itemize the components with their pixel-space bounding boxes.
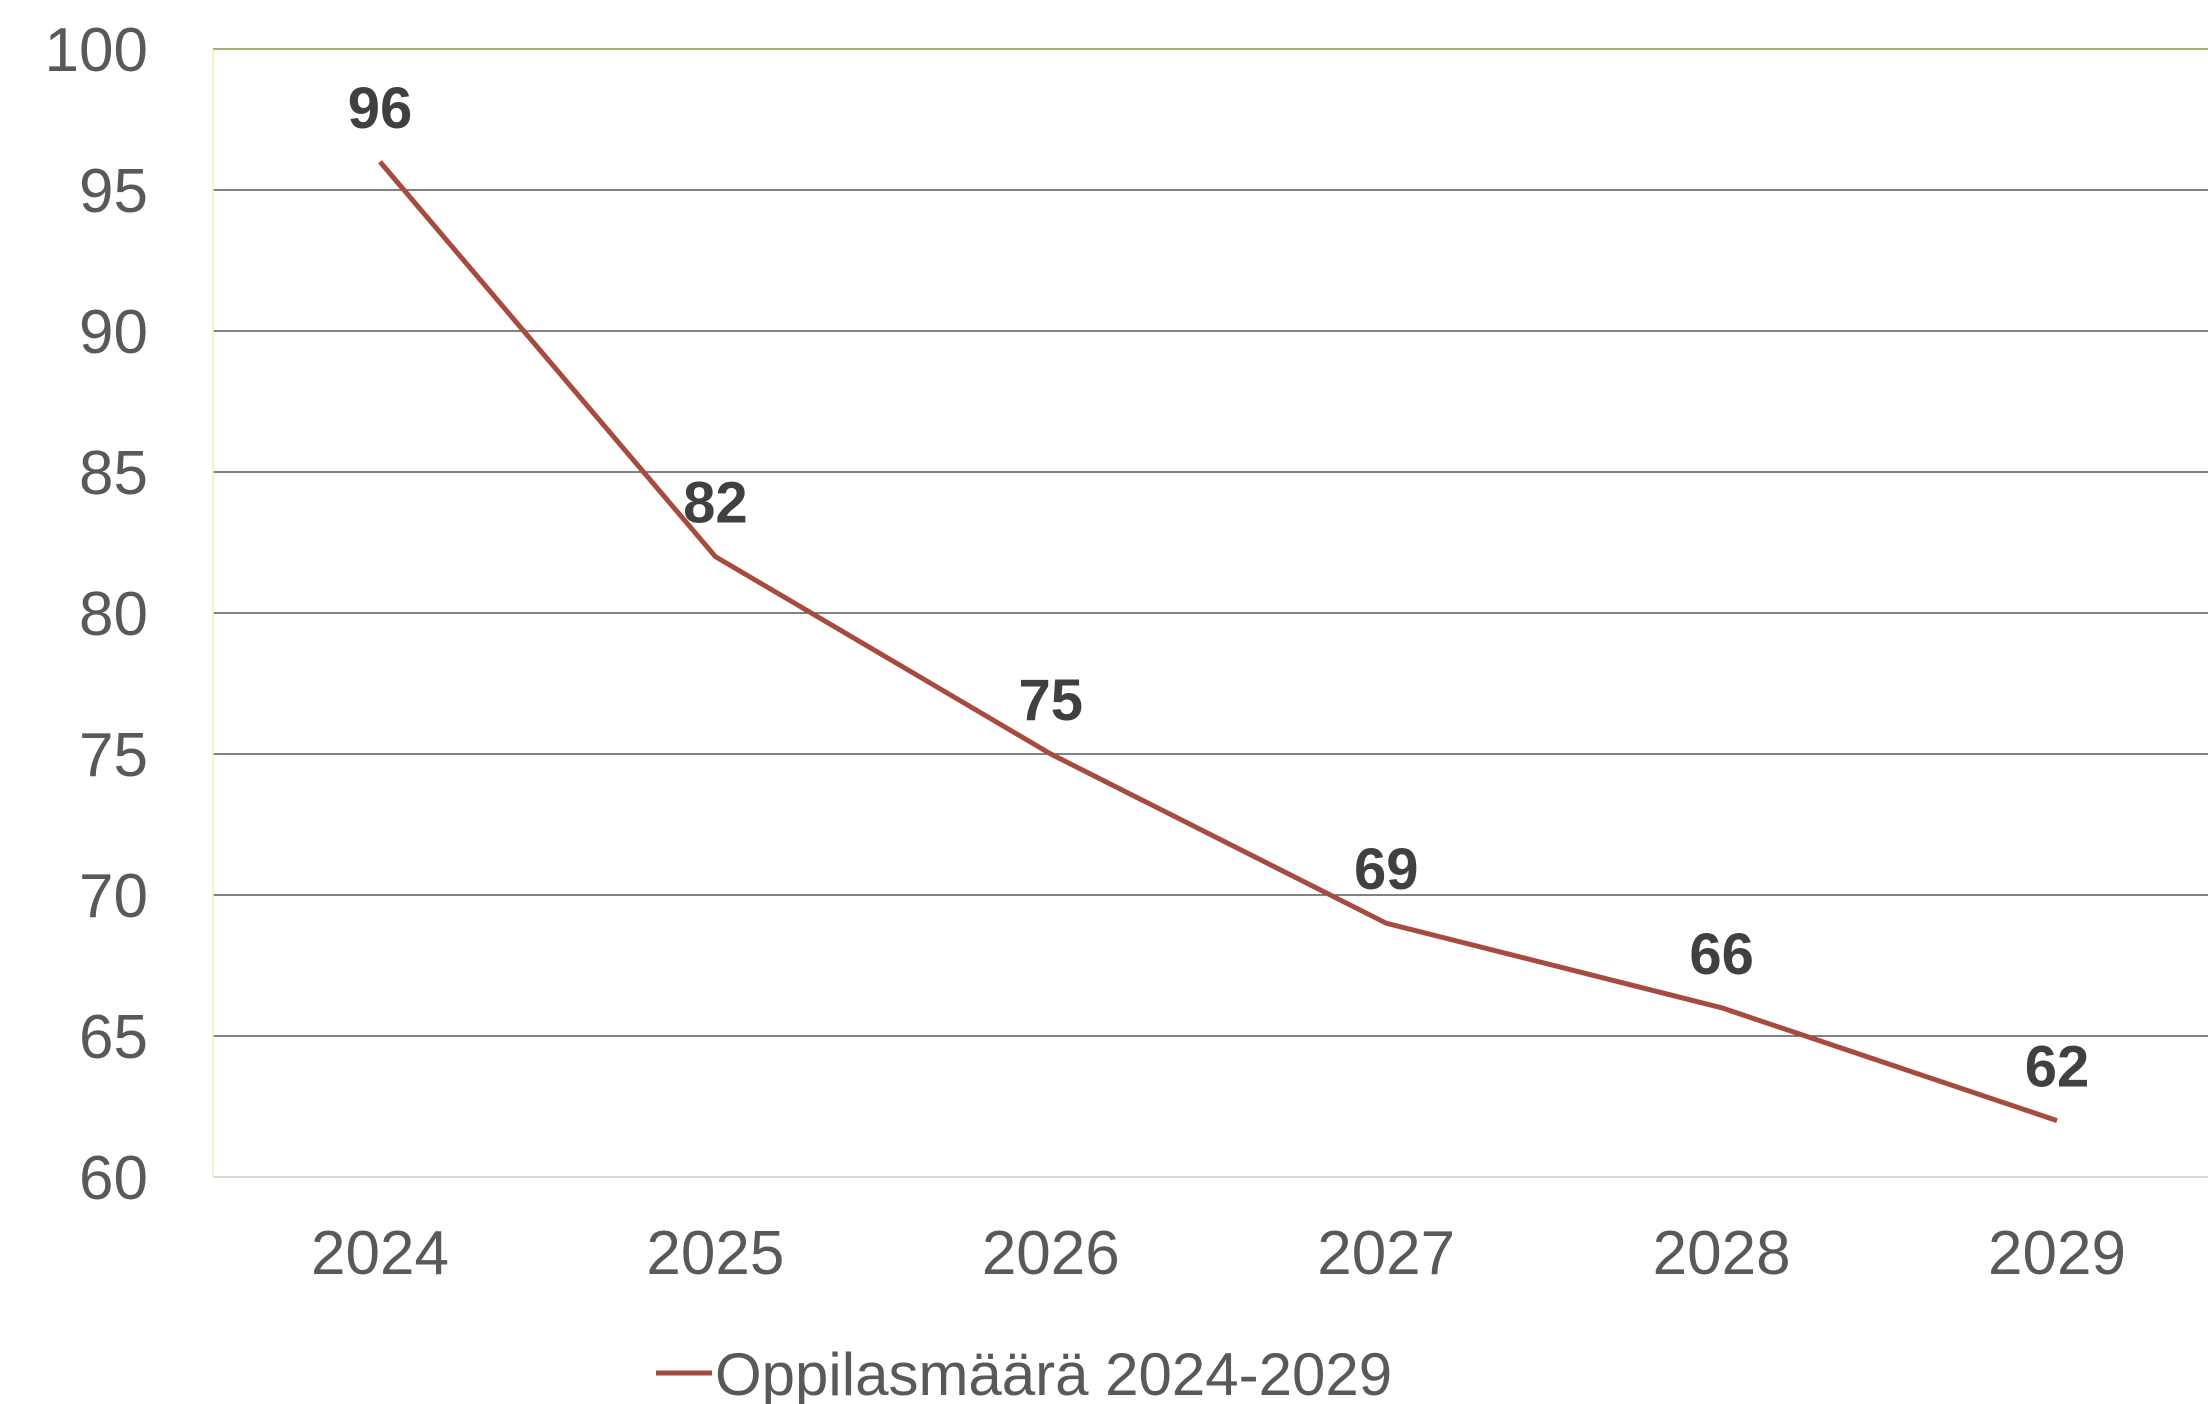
data-label: 69 xyxy=(1354,837,1419,902)
y-tick-label: 80 xyxy=(79,580,148,649)
y-tick-label: 90 xyxy=(79,298,148,367)
y-tick-label: 95 xyxy=(79,157,148,226)
legend-label: Oppilasmäärä 2024-2029 xyxy=(715,1341,1392,1404)
x-tick-label: 2029 xyxy=(1988,1219,2126,1288)
gridlines xyxy=(213,48,2208,1037)
x-tick-label: 2028 xyxy=(1653,1219,1791,1288)
x-tick-label: 2026 xyxy=(982,1219,1120,1288)
y-tick-label: 60 xyxy=(79,1144,148,1213)
y-tick-label: 100 xyxy=(45,16,148,85)
y-tick-label: 70 xyxy=(79,862,148,931)
series-line xyxy=(378,160,2058,1123)
data-label: 62 xyxy=(2025,1035,2090,1100)
y-axis-tick-labels: 100 95 90 85 80 75 70 65 60 xyxy=(45,16,148,1213)
data-labels: 96 82 75 69 66 62 xyxy=(348,76,2090,1100)
x-tick-label: 2027 xyxy=(1317,1219,1455,1288)
data-label: 75 xyxy=(1019,668,1084,733)
x-axis-tick-labels: 2024 2025 2026 2027 2028 2029 xyxy=(311,1219,2126,1288)
x-tick-label: 2024 xyxy=(311,1219,449,1288)
data-label: 96 xyxy=(348,76,413,141)
data-label: 66 xyxy=(1689,922,1754,987)
y-tick-label: 75 xyxy=(79,721,148,790)
y-tick-label: 85 xyxy=(79,439,148,508)
y-tick-label: 65 xyxy=(79,1003,148,1072)
legend: Oppilasmäärä 2024-2029 xyxy=(656,1341,1392,1404)
data-label: 82 xyxy=(683,471,748,536)
series-lines xyxy=(378,160,2058,1123)
x-tick-label: 2025 xyxy=(646,1219,784,1288)
axes xyxy=(212,49,2208,1178)
